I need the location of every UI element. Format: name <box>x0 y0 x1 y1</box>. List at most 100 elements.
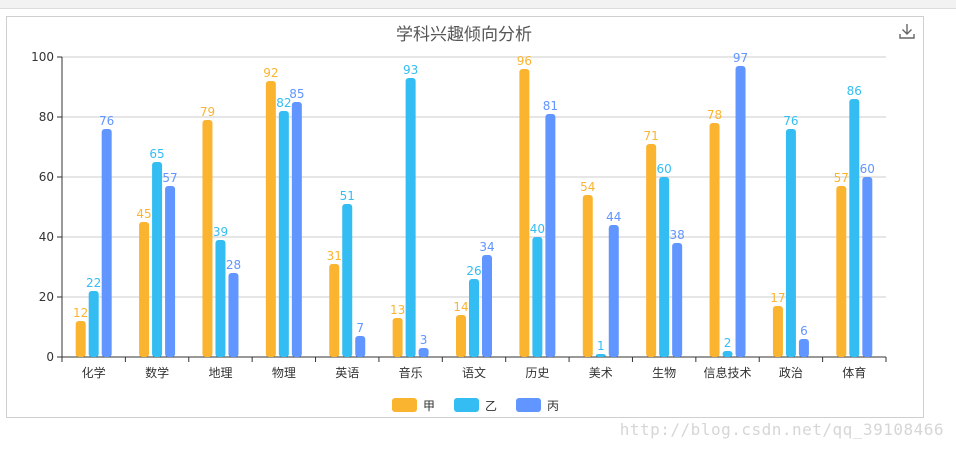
data-label: 7 <box>356 321 364 335</box>
x-tick-label: 美术 <box>589 366 613 380</box>
bar <box>469 279 479 357</box>
data-label: 65 <box>149 147 164 161</box>
bar <box>722 351 733 357</box>
data-label: 57 <box>834 171 849 185</box>
x-tick-label: 语文 <box>462 365 486 380</box>
data-label: 26 <box>466 264 481 278</box>
data-label: 45 <box>136 207 151 221</box>
data-label: 2 <box>724 336 732 350</box>
bar <box>152 162 163 357</box>
data-label: 81 <box>543 99 558 113</box>
bar <box>785 129 796 357</box>
x-tick-label: 政治 <box>779 366 803 380</box>
bar <box>772 306 783 357</box>
window-top-strip <box>0 0 956 9</box>
data-label: 92 <box>263 66 278 80</box>
bar <box>646 144 657 357</box>
bar <box>519 69 530 357</box>
x-tick-label: 生物 <box>652 366 676 380</box>
data-label: 86 <box>847 84 862 98</box>
data-label: 34 <box>479 240 494 254</box>
data-label: 44 <box>606 210 621 224</box>
data-label: 12 <box>73 306 88 320</box>
y-tick-label: 60 <box>39 170 54 184</box>
data-label: 17 <box>770 291 785 305</box>
bar <box>291 102 302 357</box>
legend-label: 丙 <box>547 399 559 413</box>
bar <box>265 81 276 357</box>
data-label: 40 <box>530 222 545 236</box>
data-label: 78 <box>707 108 722 122</box>
data-label: 28 <box>226 258 241 272</box>
bar <box>329 264 340 357</box>
bar <box>798 339 809 357</box>
bar <box>672 243 683 357</box>
data-label: 60 <box>657 162 672 176</box>
data-label: 13 <box>390 303 405 317</box>
data-label: 38 <box>670 228 685 242</box>
watermark-text: http://blog.csdn.net/qq_39108466 <box>619 420 944 439</box>
data-label: 22 <box>86 276 101 290</box>
bar <box>659 177 670 357</box>
bar <box>482 255 492 357</box>
x-tick-label: 音乐 <box>399 365 423 380</box>
x-tick-label: 地理 <box>208 366 232 380</box>
legend-label: 乙 <box>485 399 497 413</box>
data-label: 96 <box>517 54 532 68</box>
data-label: 97 <box>733 51 748 65</box>
bar <box>342 204 353 357</box>
bar <box>545 114 556 357</box>
data-label: 3 <box>420 333 428 347</box>
y-tick-label: 20 <box>39 290 54 304</box>
x-tick-label: 化学 <box>82 365 106 380</box>
data-label: 54 <box>580 180 595 194</box>
y-tick-label: 100 <box>31 50 54 64</box>
bar <box>709 123 720 357</box>
data-label: 51 <box>340 189 355 203</box>
bar <box>735 66 746 357</box>
bar-chart: 0 20 40 60 80 100 化学 数学 地理 物理 英语 音乐 语文 历史 美术 生物 信息技术 政治 体育… <box>31 50 887 413</box>
bar <box>355 336 366 357</box>
download-icon[interactable] <box>898 22 916 40</box>
data-label: 71 <box>644 129 659 143</box>
data-label: 57 <box>162 171 177 185</box>
bar <box>215 240 226 357</box>
y-tick-label: 0 <box>46 350 54 364</box>
data-label: 85 <box>289 87 304 101</box>
bar <box>582 195 593 357</box>
data-label: 14 <box>453 300 468 314</box>
bar <box>392 318 403 357</box>
data-label: 76 <box>783 114 798 128</box>
x-tick-label: 信息技术 <box>704 365 752 380</box>
bar <box>862 177 873 357</box>
legend-swatch <box>392 398 417 412</box>
bar <box>456 315 466 357</box>
bar <box>532 237 543 357</box>
x-tick-label: 物理 <box>272 366 296 380</box>
bar <box>849 99 860 357</box>
data-label: 31 <box>327 249 342 263</box>
chart-title: 学科兴趣倾向分析 <box>396 25 532 45</box>
data-label: 76 <box>99 114 114 128</box>
legend-label: 甲 <box>423 399 435 413</box>
x-tick-label: 英语 <box>335 366 359 380</box>
data-label: 6 <box>800 324 808 338</box>
bar <box>418 348 429 357</box>
bar <box>139 222 150 357</box>
bar <box>165 186 176 357</box>
bar <box>202 120 213 357</box>
data-label: 39 <box>213 225 228 239</box>
x-tick-label: 数学 <box>145 365 169 380</box>
data-label: 82 <box>276 96 291 110</box>
data-label: 60 <box>860 162 875 176</box>
data-label: 93 <box>403 63 418 77</box>
x-tick-label: 体育 <box>842 365 866 380</box>
bar <box>278 111 289 357</box>
bar <box>595 354 606 357</box>
legend-swatch <box>454 398 479 412</box>
legend-swatch <box>516 398 541 412</box>
y-tick-label: 40 <box>39 230 54 244</box>
bar <box>405 78 416 357</box>
x-tick-label: 历史 <box>525 366 549 380</box>
bar <box>608 225 619 357</box>
